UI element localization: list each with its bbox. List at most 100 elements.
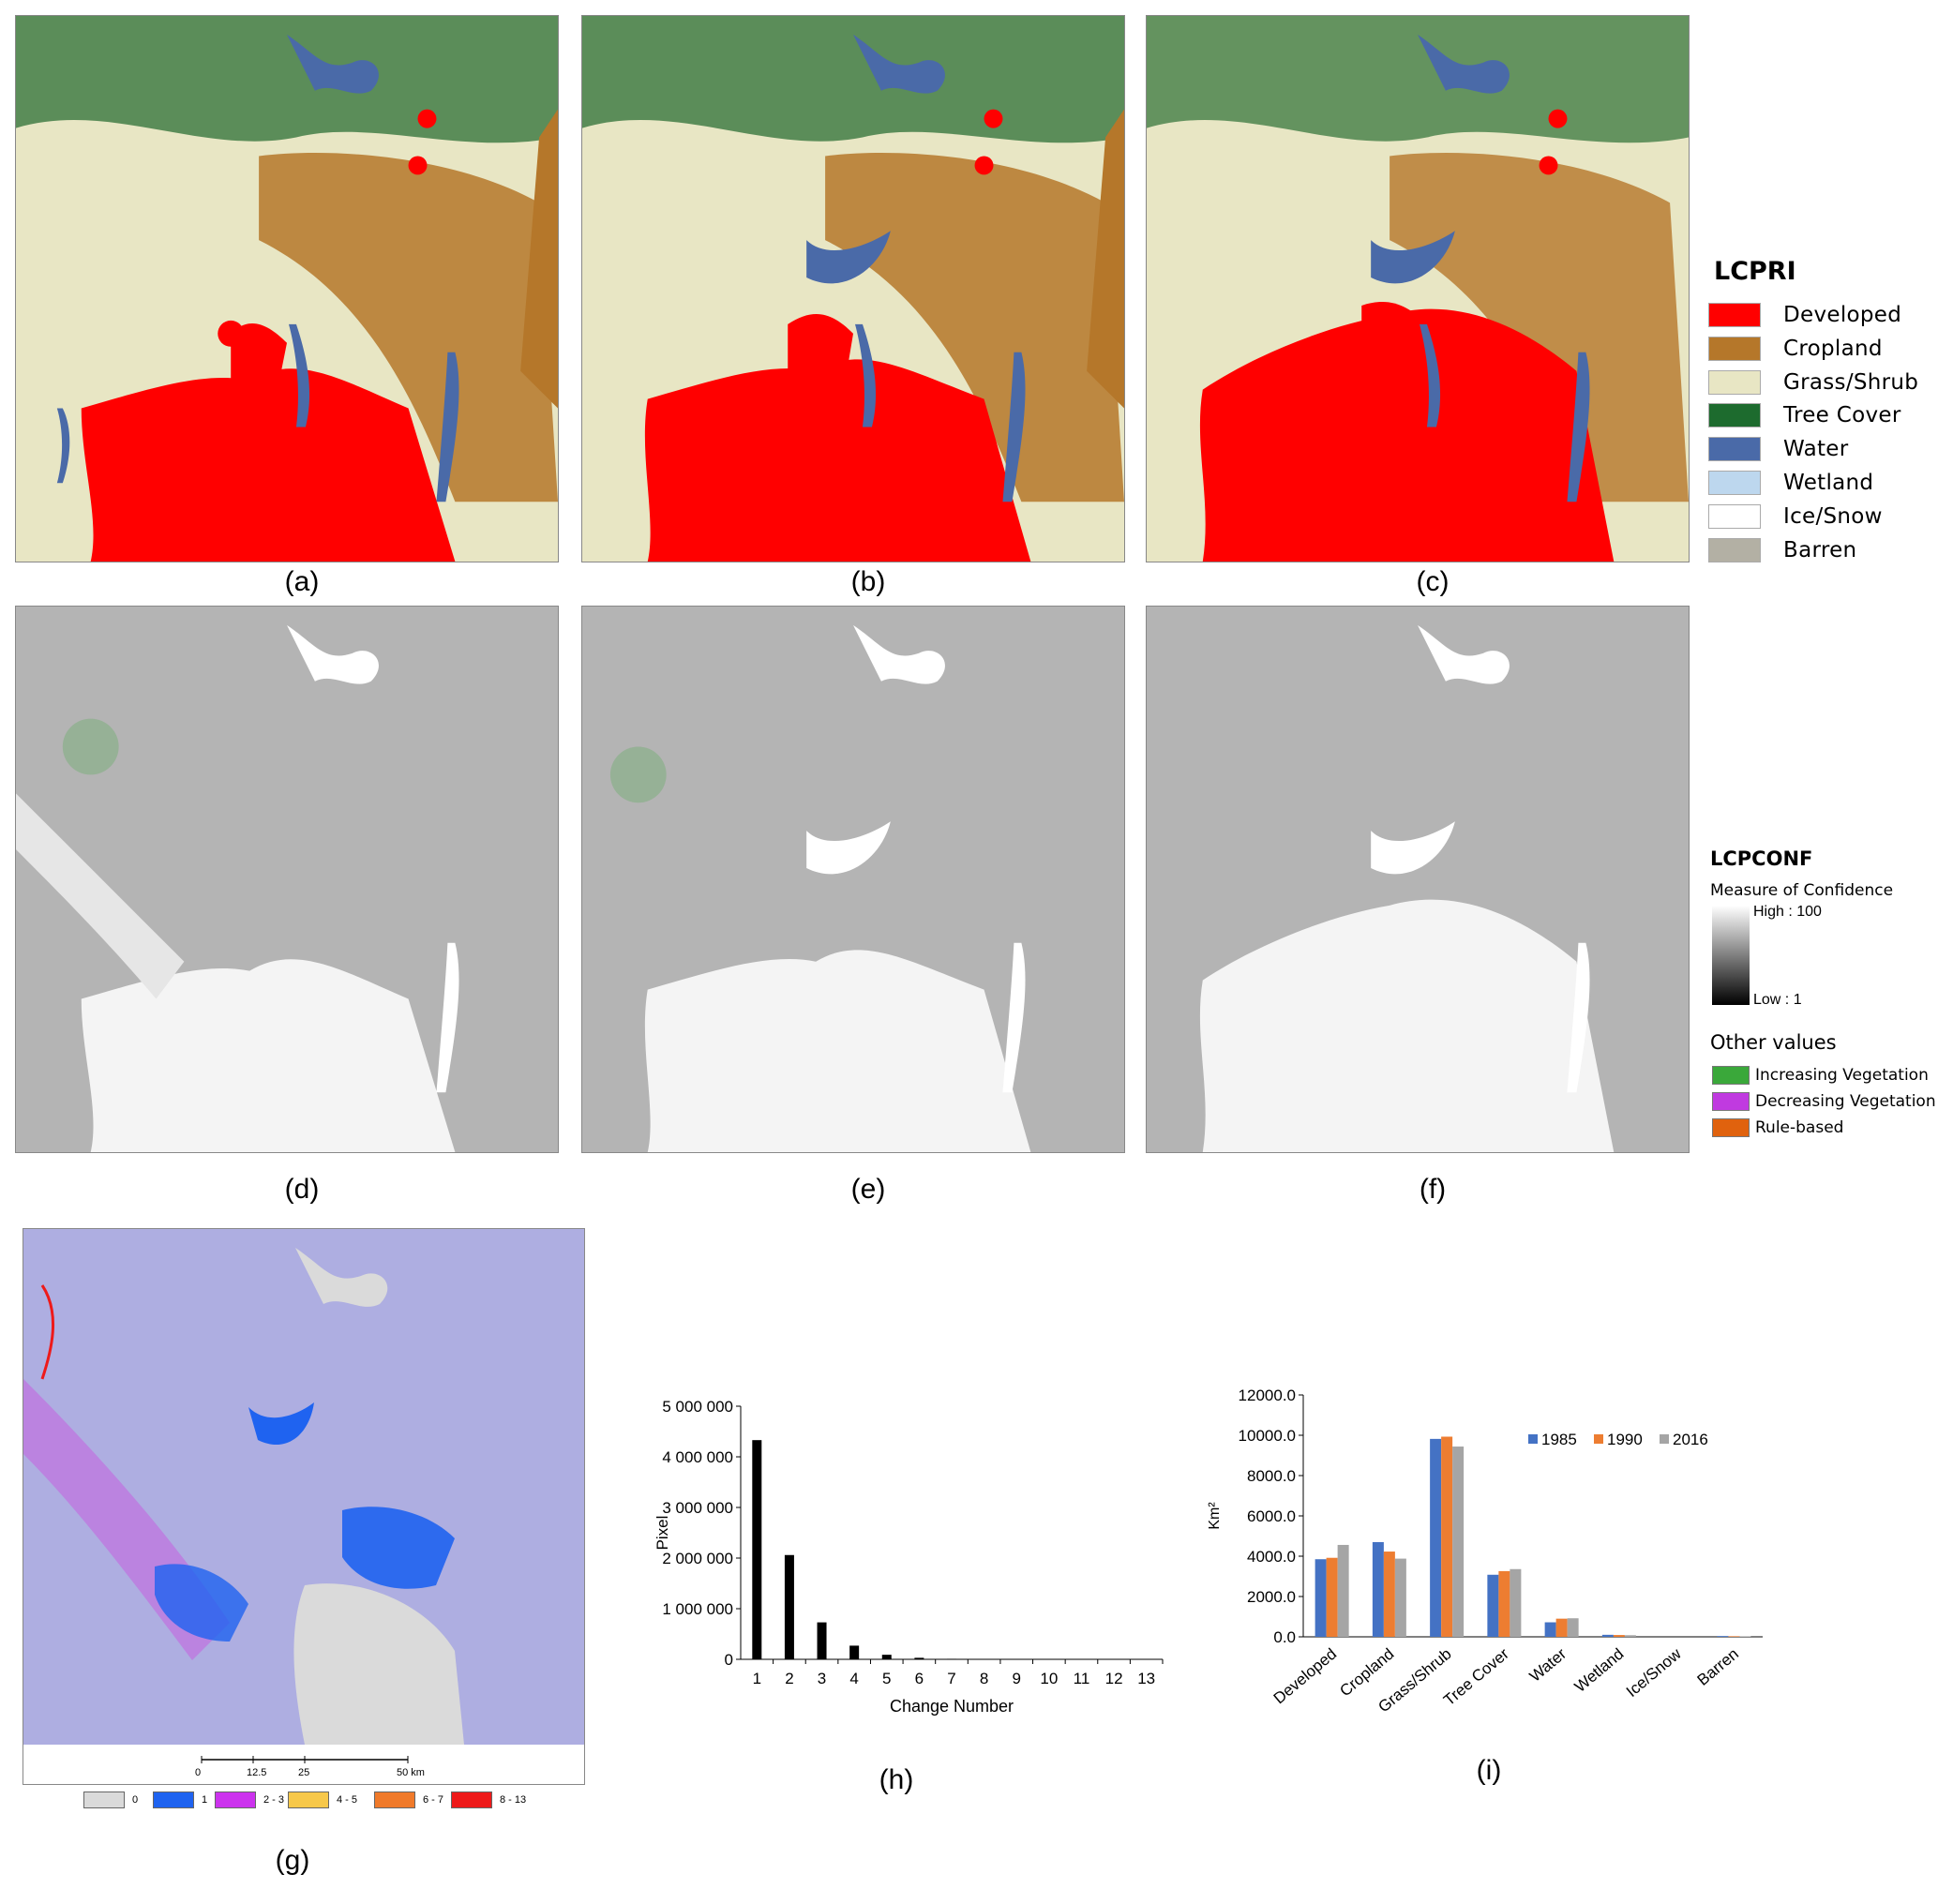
lcpri-legend-item: Wetland — [1708, 470, 1873, 496]
bar-change-6 — [914, 1657, 924, 1659]
lcpconf-legend-title: LCPCONF — [1710, 847, 1813, 870]
x-tick-label: 11 — [1074, 1670, 1090, 1687]
lcpri-map-c-image — [1147, 16, 1689, 562]
y-tick-label: 1 000 000 — [662, 1600, 733, 1618]
lcpri-legend-label: Grass/Shrub — [1783, 369, 1919, 395]
lcpri-legend-title: LCPRI — [1714, 257, 1796, 286]
y-tick-label: 2 000 000 — [662, 1550, 733, 1567]
lcpri-legend-label: Cropland — [1783, 336, 1883, 361]
bar-1990-tree-cover — [1498, 1570, 1510, 1637]
bar-1985-grass-shrub — [1430, 1438, 1442, 1637]
caption-b: (b) — [850, 566, 886, 597]
change-legend-item: 2 - 3 — [215, 1792, 284, 1808]
x-tick-label: 13 — [1137, 1670, 1155, 1687]
bar-1990-water — [1555, 1618, 1568, 1637]
x-tick-label: 2 — [785, 1670, 793, 1687]
caption-g: (g) — [275, 1845, 310, 1876]
lcpri-legend-swatch — [1708, 403, 1761, 428]
y-tick-label: 2000.0 — [1247, 1588, 1296, 1606]
bar-change-3 — [817, 1622, 827, 1659]
bar-2016-barren — [1739, 1636, 1751, 1637]
bar-2016-water — [1567, 1618, 1579, 1637]
lcpri-legend-swatch — [1708, 503, 1761, 529]
bar-change-4 — [849, 1645, 860, 1659]
legend-label-1990: 1990 — [1607, 1431, 1643, 1448]
other-values-swatch — [1712, 1118, 1750, 1137]
lcpri-legend-item: Cropland — [1708, 336, 1883, 362]
lcpri-legend-label: Developed — [1783, 303, 1902, 327]
y-tick-label: 6000.0 — [1247, 1507, 1296, 1525]
caption-h: (h) — [879, 1764, 914, 1795]
y-tick-label: 5 000 000 — [662, 1398, 733, 1416]
bar-1985-developed — [1315, 1559, 1327, 1637]
lcpconf-map-d-image — [16, 607, 558, 1152]
lcpconf-map-e — [581, 606, 1125, 1153]
scale-tick-label: 0 — [195, 1767, 202, 1778]
lcpri-legend-swatch — [1708, 336, 1761, 361]
land-cover-area-chart: 0.0 2000.0 4000.0 6000.0 8000.0 10000.0 12000.… — [1181, 1378, 1781, 1734]
bar-1985-tree-cover — [1487, 1574, 1499, 1637]
y-tick-label: 4 000 000 — [662, 1448, 733, 1466]
legend-swatch-1990 — [1594, 1434, 1603, 1444]
lcpri-legend-label: Tree Cover — [1783, 403, 1901, 428]
other-values-item: Rule-based — [1712, 1117, 1843, 1138]
other-values-label: Decreasing Vegetation — [1755, 1092, 1936, 1111]
change-legend-item: 6 - 7 — [374, 1792, 443, 1808]
other-values-title: Other values — [1710, 1031, 1837, 1054]
lcpri-map-b — [581, 15, 1125, 562]
lcpri-legend-item: Developed — [1708, 302, 1901, 328]
confidence-gradient-bar — [1712, 906, 1750, 1005]
scale-bar — [201, 1756, 409, 1763]
lcpri-map-b-image — [582, 16, 1124, 562]
x-tick-label: 3 — [818, 1670, 826, 1687]
legend-label-1985: 1985 — [1541, 1431, 1577, 1448]
x-tick-label: 4 — [849, 1670, 858, 1687]
change-number-chart-svg: 0 1 000 000 2 000 000 3 000 000 4 000 000 5 0… — [654, 1398, 1164, 1716]
change-legend-swatch — [215, 1792, 256, 1808]
scale-tick-label: 12.5 — [247, 1767, 267, 1778]
x-tick-label: Developed — [1270, 1645, 1340, 1708]
bar-2016-cropland — [1394, 1558, 1406, 1637]
bar-1990-cropland — [1383, 1552, 1395, 1637]
y-tick-label: 3 000 000 — [662, 1499, 733, 1517]
change-legend-swatch — [451, 1792, 492, 1808]
lcpri-legend-label: Wetland — [1783, 471, 1874, 495]
bar-1985-water — [1544, 1622, 1556, 1637]
caption-e: (e) — [850, 1174, 886, 1205]
x-tick-label: Water — [1526, 1644, 1570, 1686]
other-values-swatch — [1712, 1066, 1750, 1085]
y-tick-label: 4000.0 — [1247, 1548, 1296, 1566]
change-map-panel: 0 12.5 25 50 km 0 1 2 - 3 4 - 5 6 - 7 8 - 13 — [23, 1228, 585, 1808]
change-map-image — [23, 1229, 584, 1745]
lcpri-legend: LCPRI Developed Cropland Grass/Shrub Tree C… — [1708, 257, 1933, 566]
bar-1990-barren — [1728, 1636, 1740, 1637]
change-legend-item: 0 — [83, 1792, 138, 1808]
change-legend-swatch — [153, 1792, 194, 1808]
confidence-high-label: High : 100 — [1753, 904, 1822, 920]
x-axis-label: Change Number — [890, 1697, 1014, 1716]
land-cover-area-chart-svg: 0.0 2000.0 4000.0 6000.0 8000.0 10000.0 12000.… — [1207, 1387, 1763, 1716]
x-tick-label: 8 — [980, 1670, 988, 1687]
bar-change-1 — [752, 1440, 762, 1659]
caption-d: (d) — [284, 1174, 320, 1205]
bar-1985-cropland — [1372, 1541, 1384, 1637]
x-tick-label: 10 — [1040, 1670, 1058, 1687]
lcpri-map-a-image — [16, 16, 558, 562]
lcpconf-map-d — [15, 606, 559, 1153]
bar-change-7 — [947, 1658, 956, 1659]
bar-2016-tree-cover — [1510, 1568, 1522, 1637]
confidence-low-label: Low : 1 — [1753, 992, 1802, 1008]
bar-change-2 — [784, 1554, 794, 1659]
lcpconf-map-e-image — [582, 607, 1124, 1152]
change-legend-swatch — [374, 1792, 415, 1808]
lcpri-legend-label: Water — [1783, 437, 1849, 462]
y-tick-label: 0.0 — [1273, 1628, 1296, 1646]
legend-swatch-1985 — [1528, 1434, 1538, 1444]
lcpri-legend-item: Tree Cover — [1708, 402, 1901, 428]
scale-tick-label: 50 km — [397, 1767, 425, 1778]
caption-f: (f) — [1419, 1174, 1447, 1205]
lcpri-legend-label: Barren — [1783, 537, 1857, 562]
x-tick-label: 5 — [882, 1670, 891, 1687]
scale-tick-label: 25 — [298, 1767, 310, 1778]
bar-1990-wetland — [1613, 1635, 1625, 1637]
